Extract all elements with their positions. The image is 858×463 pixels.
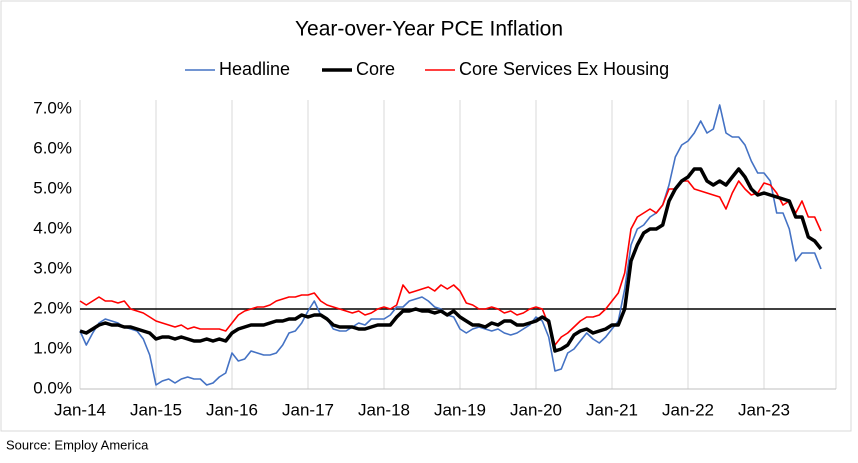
legend-label: Core Services Ex Housing: [459, 59, 669, 79]
legend-label: Core: [356, 59, 395, 79]
x-tick-label: Jan-17: [282, 400, 334, 419]
x-tick-label: Jan-14: [54, 400, 106, 419]
x-tick-label: Jan-16: [206, 400, 258, 419]
legend-label: Headline: [219, 59, 290, 79]
x-tick-label: Jan-19: [434, 400, 486, 419]
x-tick-label: Jan-21: [586, 400, 638, 419]
chart-title: Year-over-Year PCE Inflation: [295, 18, 563, 41]
y-tick-label: 2.0%: [33, 298, 72, 317]
x-tick-label: Jan-15: [130, 400, 182, 419]
chart-frame: [0, 0, 852, 432]
y-tick-label: 7.0%: [33, 98, 72, 117]
source-note: Source: Employ America: [6, 437, 149, 452]
x-tick-label: Jan-20: [510, 400, 562, 419]
x-tick-label: Jan-23: [738, 400, 790, 419]
x-tick-label: Jan-22: [662, 400, 714, 419]
series-line: [79, 167, 823, 353]
y-tick-label: 0.0%: [33, 378, 72, 397]
y-tick-label: 6.0%: [33, 138, 72, 157]
series-line: [79, 180, 822, 346]
series-line: [79, 104, 822, 386]
y-tick-label: 4.0%: [33, 218, 72, 237]
x-tick-label: Jan-18: [358, 400, 410, 419]
y-tick-label: 5.0%: [33, 178, 72, 197]
y-tick-label: 1.0%: [33, 338, 72, 357]
y-tick-label: 3.0%: [33, 258, 72, 277]
